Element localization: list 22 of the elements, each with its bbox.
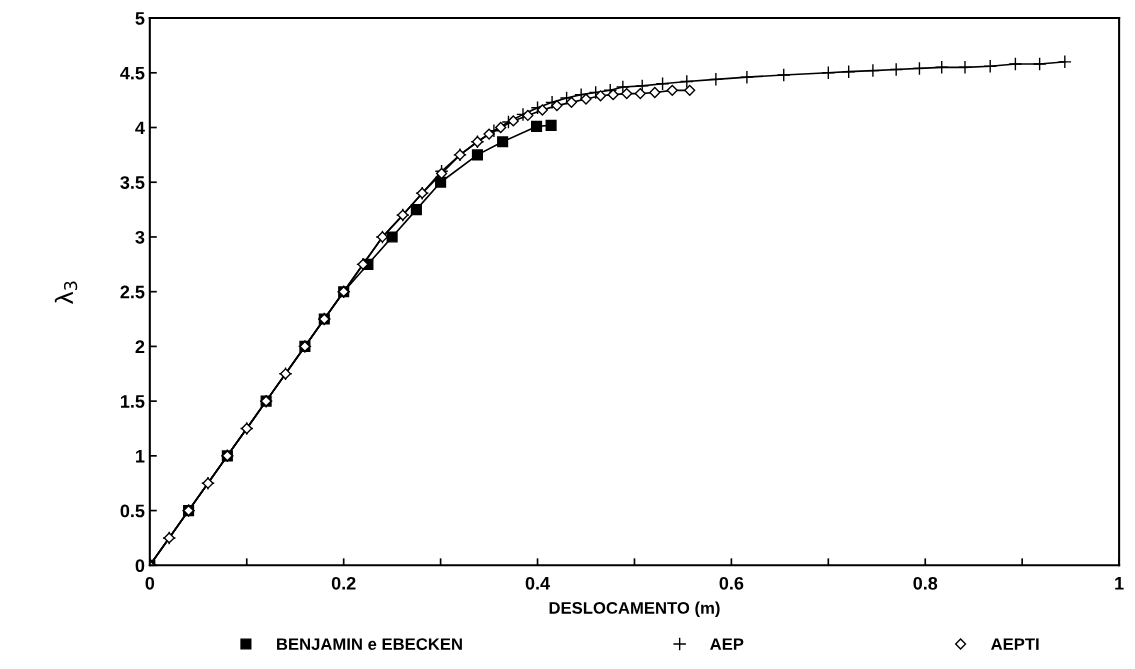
- legend-label: AEP: [710, 638, 744, 650]
- legend-label: BENJAMIN e EBECKEN: [277, 638, 462, 651]
- y-tick-label: 2: [135, 340, 145, 353]
- y-tick-label: 1: [136, 449, 145, 463]
- x-tick-label: 0.8: [913, 576, 938, 590]
- y-tick-label: 3: [135, 230, 145, 244]
- y-tick-label: 0: [135, 559, 145, 573]
- x-axis-title: DESLOCAMENTO (m): [549, 601, 720, 618]
- y-tick-label: 4: [135, 121, 145, 135]
- y-tick-label: 0.5: [120, 504, 145, 518]
- x-tick-label: 0.4: [525, 576, 550, 590]
- legend-label: AEPTI: [991, 638, 1039, 650]
- y-tick-label: 4.5: [120, 66, 145, 80]
- y-tick-label: 5: [135, 12, 145, 25]
- y-tick-label: 2.5: [120, 285, 145, 299]
- y-tick-label: 1.5: [121, 395, 145, 408]
- x-tick-label: 0: [145, 576, 155, 590]
- x-tick-label: 0.2: [331, 576, 356, 590]
- x-tick-label: 0.6: [719, 576, 744, 590]
- x-tick-label: 1: [1115, 577, 1124, 590]
- y-tick-label: 3.5: [120, 176, 145, 189]
- y-axis-title: λ$_{3}$: [54, 281, 78, 304]
